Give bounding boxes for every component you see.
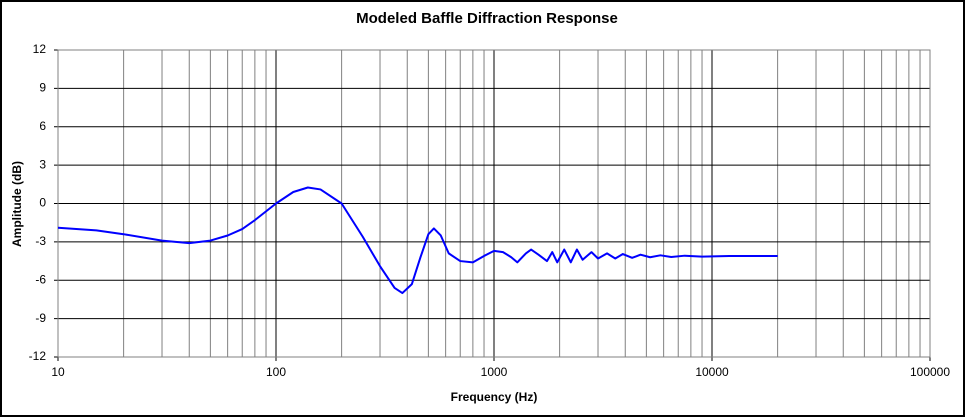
y-tick-label: -6: [35, 272, 46, 286]
x-tick-label: 10: [51, 365, 65, 379]
data-line: [57, 186, 778, 295]
y-tick-label: -3: [35, 234, 46, 248]
y-tick-label: 9: [39, 81, 46, 95]
y-tick-label: -12: [29, 349, 47, 363]
x-tick-label: 100000: [910, 365, 950, 379]
chart-title: Modeled Baffle Diffraction Response: [356, 10, 618, 27]
y-tick-label: 12: [33, 42, 47, 56]
y-tick-label: -9: [35, 311, 46, 325]
y-tick-label: 3: [39, 157, 46, 171]
x-tick-label: 10000: [695, 365, 729, 379]
y-tick-label: 0: [39, 196, 46, 210]
y-axis-label: Amplitude (dB): [10, 161, 24, 247]
y-tick-label: 6: [39, 119, 46, 133]
plot-frame: [57, 49, 931, 358]
x-axis-label: Frequency (Hz): [451, 390, 538, 404]
x-tick-label: 100: [266, 365, 286, 379]
x-tick-label: 1000: [481, 365, 508, 379]
